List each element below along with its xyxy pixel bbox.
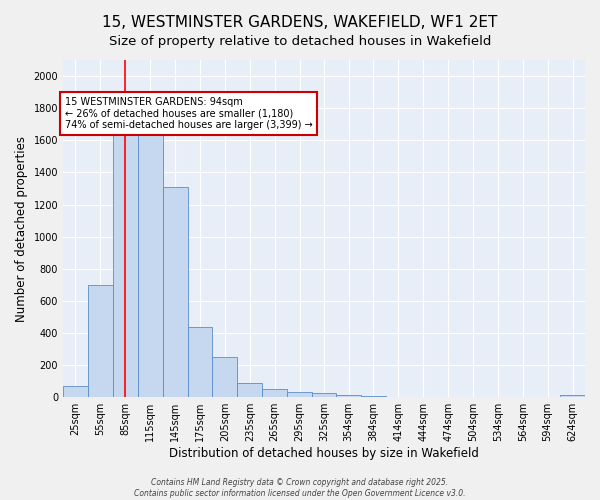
Bar — [336, 395, 361, 397]
Bar — [188, 326, 212, 397]
Text: Size of property relative to detached houses in Wakefield: Size of property relative to detached ho… — [109, 35, 491, 48]
Bar — [287, 392, 312, 397]
Text: 15 WESTMINSTER GARDENS: 94sqm
← 26% of detached houses are smaller (1,180)
74% o: 15 WESTMINSTER GARDENS: 94sqm ← 26% of d… — [65, 97, 313, 130]
Bar — [63, 386, 88, 397]
Bar — [163, 187, 188, 397]
Y-axis label: Number of detached properties: Number of detached properties — [15, 136, 28, 322]
X-axis label: Distribution of detached houses by size in Wakefield: Distribution of detached houses by size … — [169, 447, 479, 460]
Bar — [138, 128, 163, 397]
Bar — [312, 393, 336, 397]
Bar — [560, 395, 585, 397]
Bar — [238, 383, 262, 397]
Bar — [88, 285, 113, 397]
Bar — [262, 389, 287, 397]
Bar — [212, 357, 238, 397]
Text: 15, WESTMINSTER GARDENS, WAKEFIELD, WF1 2ET: 15, WESTMINSTER GARDENS, WAKEFIELD, WF1 … — [103, 15, 497, 30]
Bar — [113, 128, 138, 397]
Text: Contains HM Land Registry data © Crown copyright and database right 2025.
Contai: Contains HM Land Registry data © Crown c… — [134, 478, 466, 498]
Bar — [361, 396, 386, 397]
